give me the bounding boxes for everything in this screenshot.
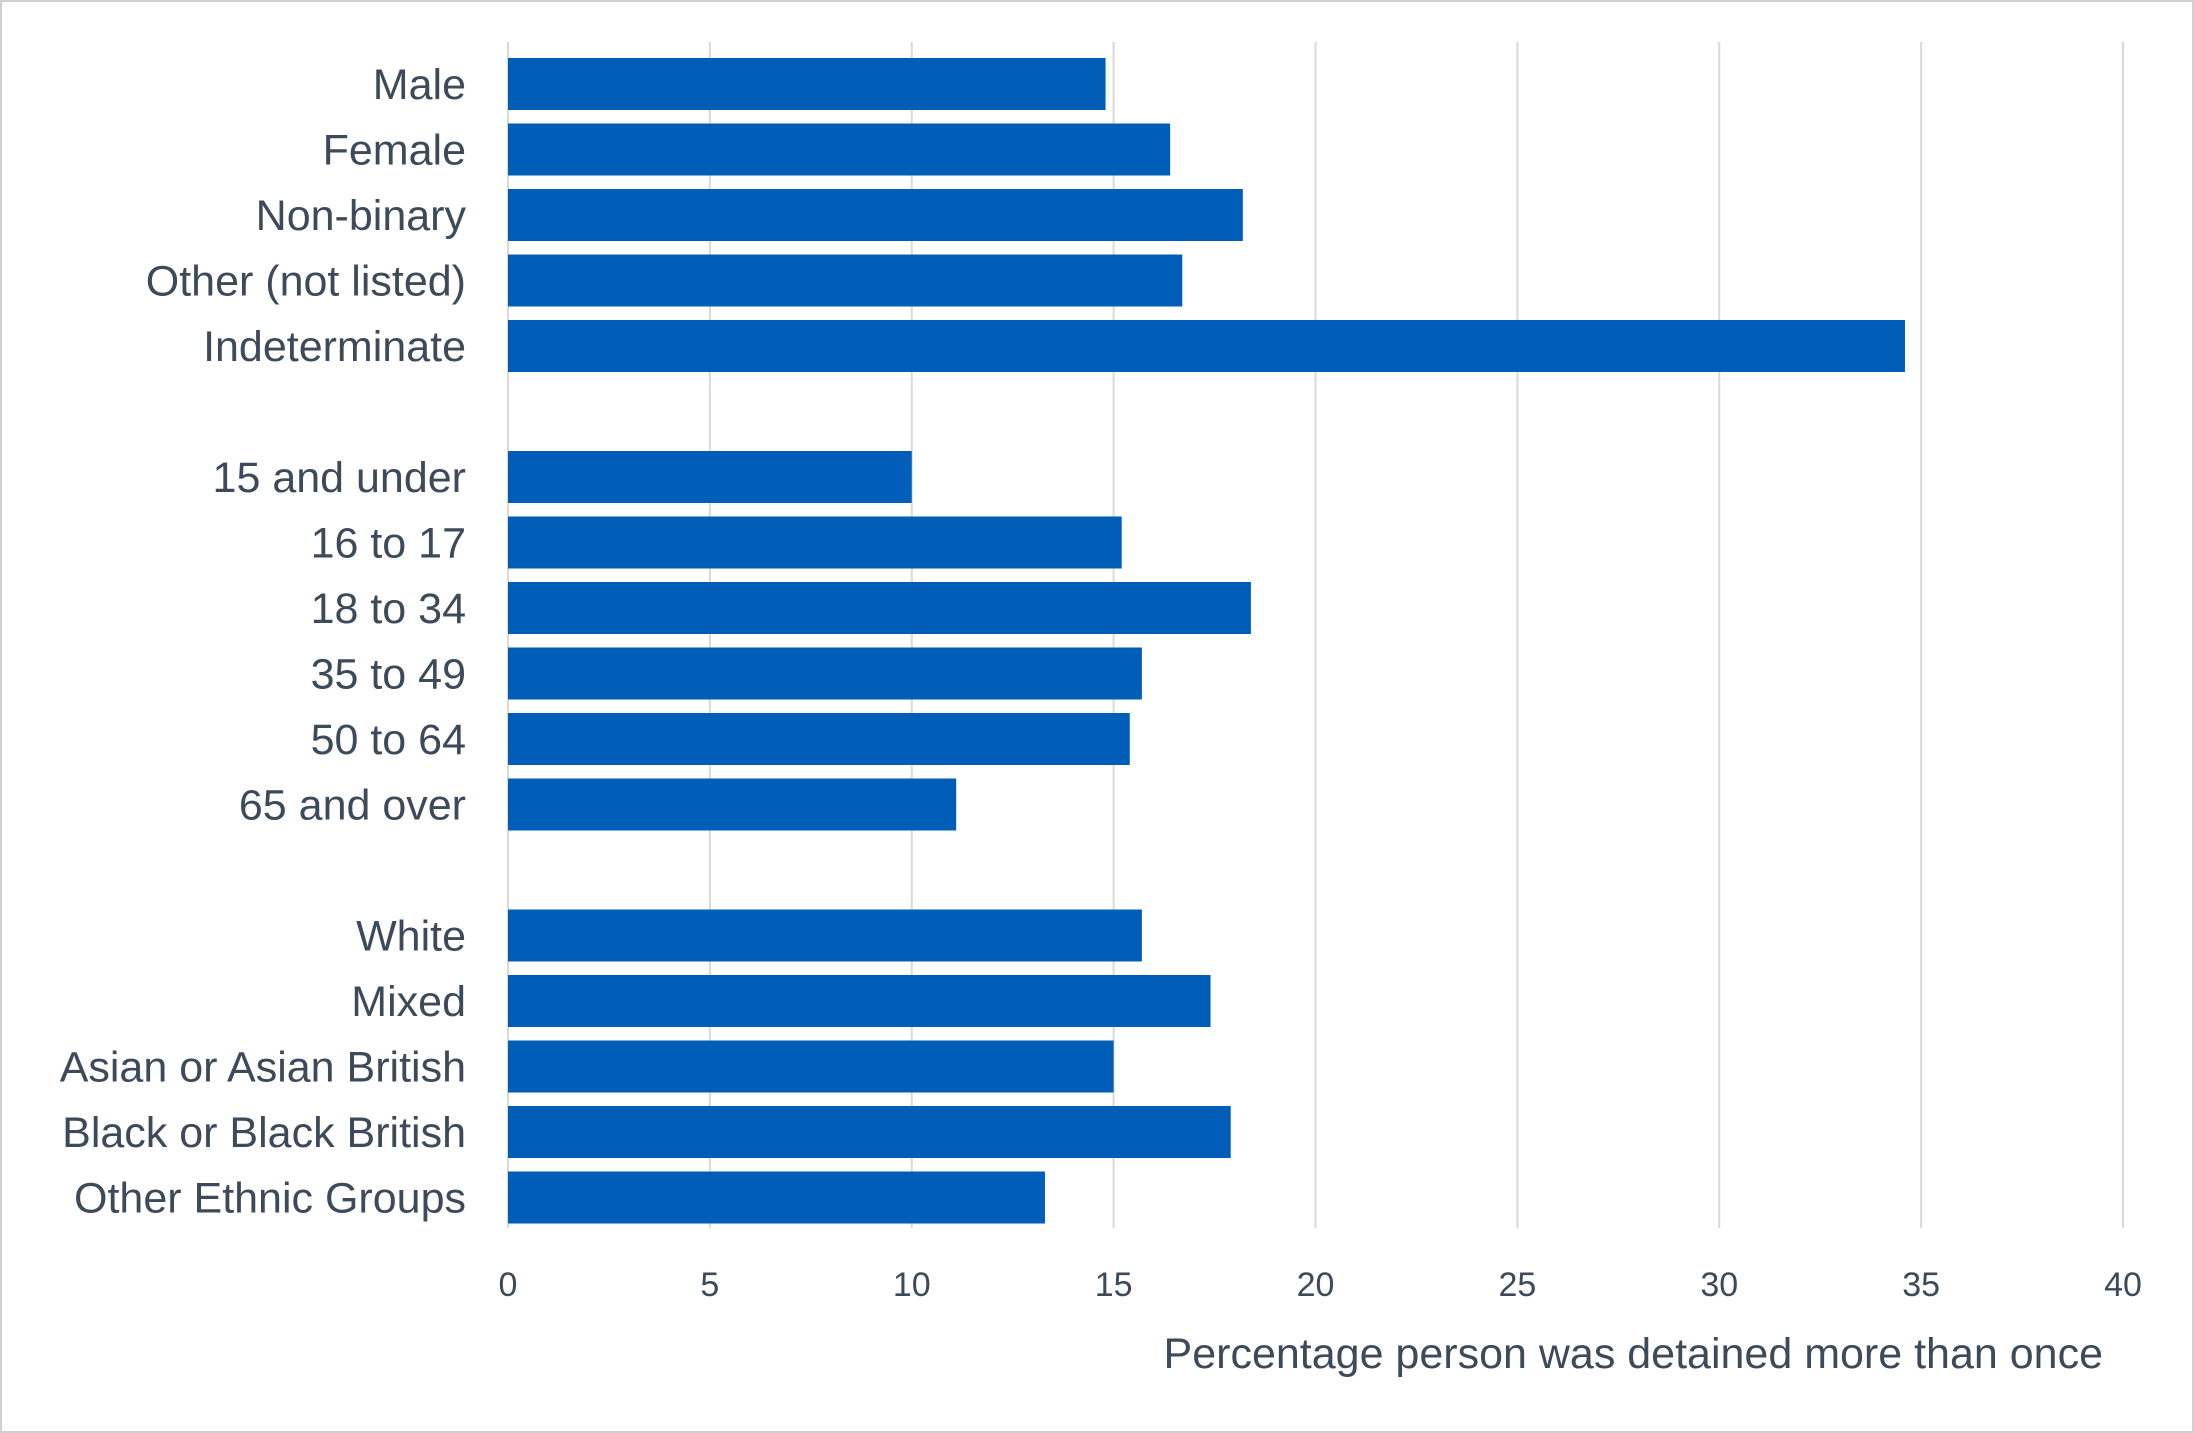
bar xyxy=(508,647,1142,700)
x-tick-labels: 0 5 10 15 20 25 30 35 40 xyxy=(499,1266,2142,1304)
category-label: Mixed xyxy=(351,978,466,1026)
bar xyxy=(508,451,912,503)
category-labels: Male Female Non-binary Other (not listed) In… xyxy=(60,61,467,1223)
category-label: 15 and under xyxy=(213,454,466,502)
category-label: Non-binary xyxy=(256,192,467,240)
x-tick-label: 30 xyxy=(1700,1266,1738,1304)
bar xyxy=(508,1171,1045,1224)
bar xyxy=(508,713,1130,765)
bar xyxy=(508,975,1211,1027)
bar xyxy=(508,1106,1231,1158)
bar xyxy=(508,320,1905,372)
category-label: Female xyxy=(323,127,466,175)
bar xyxy=(508,1040,1114,1093)
bars xyxy=(508,58,1905,1224)
x-tick-label: 25 xyxy=(1498,1266,1536,1304)
category-label: 50 to 64 xyxy=(311,716,466,764)
category-label: Other Ethnic Groups xyxy=(74,1175,466,1223)
x-tick-label: 10 xyxy=(893,1266,931,1304)
category-label: 16 to 17 xyxy=(311,520,466,568)
x-tick-label: 5 xyxy=(700,1266,719,1304)
x-tick-label: 20 xyxy=(1297,1266,1335,1304)
category-label: Black or Black British xyxy=(62,1109,466,1157)
bar xyxy=(508,582,1251,634)
x-tick-label: 40 xyxy=(2104,1266,2142,1304)
category-label: 65 and over xyxy=(239,782,466,830)
category-label: Asian or Asian British xyxy=(60,1044,466,1092)
x-axis-title: Percentage person was detained more than… xyxy=(1164,1330,2103,1378)
bar xyxy=(508,909,1142,962)
bar xyxy=(508,123,1171,176)
bar xyxy=(508,189,1243,241)
bar xyxy=(508,778,957,831)
category-label: Male xyxy=(373,61,466,109)
bar xyxy=(508,254,1183,307)
category-label: 35 to 49 xyxy=(311,651,466,699)
category-label: Indeterminate xyxy=(203,323,466,371)
bar xyxy=(508,516,1122,569)
bar xyxy=(508,58,1106,110)
x-tick-label: 0 xyxy=(499,1266,518,1304)
category-label: 18 to 34 xyxy=(311,585,466,633)
x-tick-label: 35 xyxy=(1902,1266,1940,1304)
category-label: White xyxy=(356,913,466,961)
category-label: Other (not listed) xyxy=(146,258,466,306)
x-tick-label: 15 xyxy=(1095,1266,1133,1304)
